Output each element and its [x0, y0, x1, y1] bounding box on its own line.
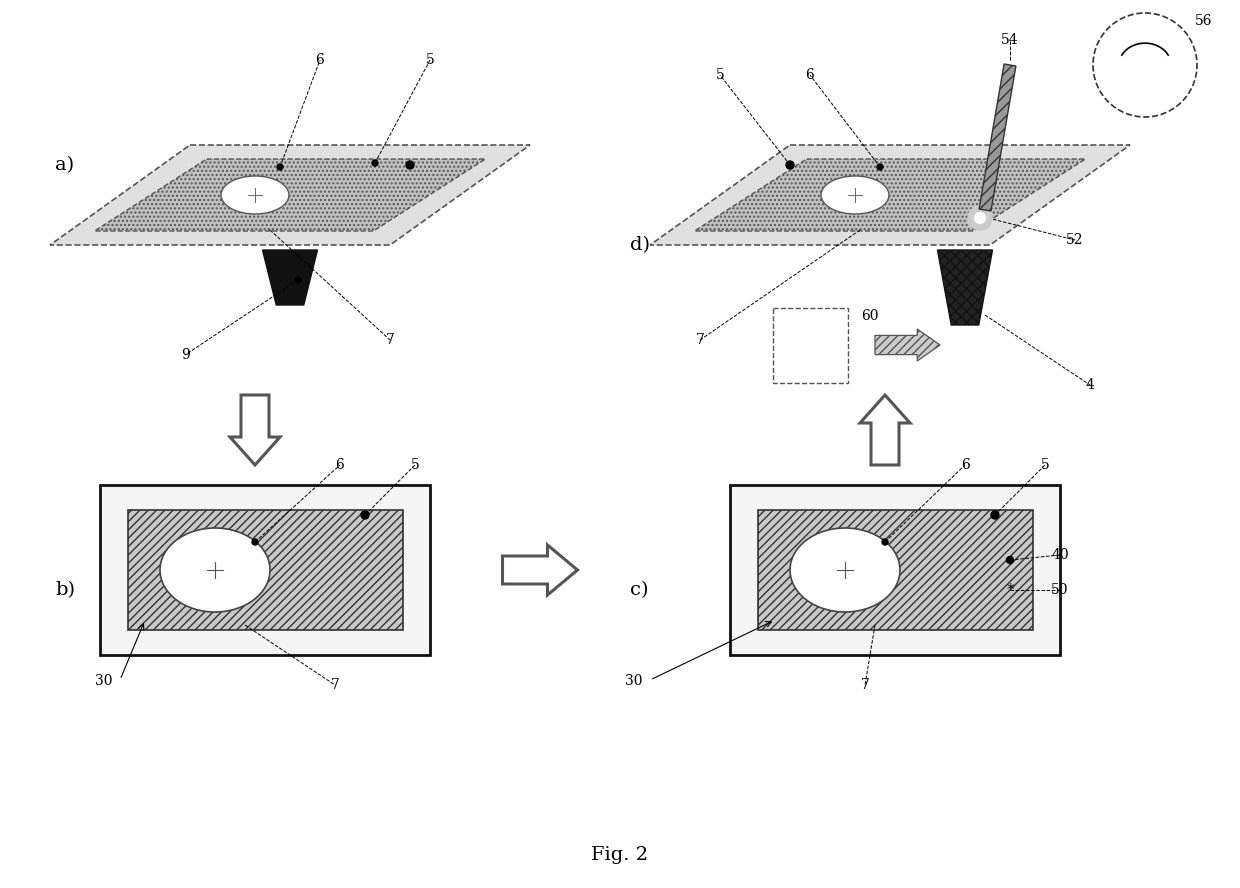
Ellipse shape — [221, 176, 289, 214]
Circle shape — [252, 539, 258, 545]
Text: 5: 5 — [715, 68, 724, 82]
Polygon shape — [875, 329, 940, 361]
Polygon shape — [861, 395, 910, 465]
Polygon shape — [229, 395, 280, 465]
Text: d): d) — [630, 236, 650, 254]
Text: 6: 6 — [336, 458, 345, 472]
Text: 6: 6 — [806, 68, 815, 82]
Text: 60: 60 — [862, 309, 879, 323]
Circle shape — [1007, 557, 1013, 564]
Text: 56: 56 — [1195, 14, 1213, 28]
Text: 7: 7 — [331, 678, 340, 692]
Text: 5: 5 — [410, 458, 419, 472]
Text: 30: 30 — [95, 674, 113, 688]
Polygon shape — [263, 250, 317, 305]
Polygon shape — [50, 145, 529, 245]
Circle shape — [372, 160, 378, 166]
Text: 4: 4 — [1085, 378, 1095, 392]
Text: 40: 40 — [1052, 548, 1069, 562]
Bar — [758, 510, 1033, 630]
Circle shape — [361, 511, 370, 519]
Circle shape — [277, 164, 283, 170]
Polygon shape — [694, 159, 1085, 231]
Circle shape — [877, 164, 883, 170]
Bar — [100, 485, 430, 655]
Circle shape — [968, 206, 992, 230]
Polygon shape — [980, 64, 1016, 211]
Ellipse shape — [160, 528, 270, 612]
Circle shape — [295, 277, 301, 283]
Circle shape — [991, 511, 999, 519]
Text: 9: 9 — [181, 348, 190, 362]
Bar — [730, 485, 1060, 655]
Text: 6: 6 — [961, 458, 970, 472]
Text: 7: 7 — [861, 678, 869, 692]
Text: *: * — [1006, 583, 1014, 598]
Text: c): c) — [630, 581, 649, 599]
Text: 50: 50 — [1052, 583, 1069, 597]
Polygon shape — [937, 250, 992, 325]
Text: 5: 5 — [1040, 458, 1049, 472]
Ellipse shape — [790, 528, 900, 612]
Circle shape — [405, 161, 414, 169]
Polygon shape — [650, 145, 1130, 245]
Polygon shape — [94, 159, 485, 231]
Text: 7: 7 — [386, 333, 394, 347]
Text: 5: 5 — [425, 53, 434, 67]
Text: 7: 7 — [696, 333, 704, 347]
Bar — [128, 510, 403, 630]
Text: 54: 54 — [1001, 33, 1019, 47]
Circle shape — [1123, 51, 1133, 61]
Circle shape — [975, 212, 986, 224]
Bar — [773, 307, 847, 383]
Circle shape — [786, 161, 794, 169]
Ellipse shape — [821, 176, 889, 214]
Text: 6: 6 — [316, 53, 325, 67]
Text: a): a) — [55, 156, 74, 174]
Text: Fig. 2: Fig. 2 — [591, 846, 649, 864]
Text: b): b) — [55, 581, 74, 599]
Circle shape — [1092, 13, 1197, 117]
Polygon shape — [502, 545, 578, 595]
Circle shape — [1157, 51, 1167, 61]
Text: 30: 30 — [625, 674, 642, 688]
Text: 52: 52 — [1066, 233, 1084, 247]
Circle shape — [882, 539, 888, 545]
